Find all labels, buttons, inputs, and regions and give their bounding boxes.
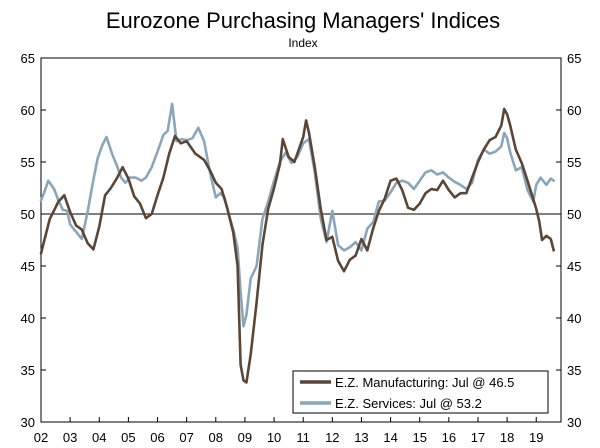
y-tick-label-right: 55: [567, 155, 581, 170]
y-tick-label-right: 35: [567, 363, 581, 378]
x-tick-label: 10: [267, 430, 281, 445]
series-line-services: [39, 102, 556, 328]
x-tick-label: 04: [92, 430, 106, 445]
y-tick-label-right: 45: [567, 259, 581, 274]
x-tick-label: 08: [209, 430, 223, 445]
y-tick-label-left: 60: [21, 103, 35, 118]
x-tick-label: 05: [121, 430, 135, 445]
x-tick-label: 19: [529, 430, 543, 445]
x-tick-label: 07: [179, 430, 193, 445]
y-tick-label-right: 50: [567, 207, 581, 222]
x-tick-label: 03: [63, 430, 77, 445]
x-tick-label: 09: [238, 430, 252, 445]
legend: E.Z. Manufacturing: Jul @ 46.5 E.Z. Serv…: [292, 370, 549, 414]
y-tick-label-right: 40: [567, 311, 581, 326]
x-tick-label: 13: [354, 430, 368, 445]
y-tick-label-left: 40: [21, 311, 35, 326]
y-tick-label-right: 60: [567, 103, 581, 118]
x-tick-label: 02: [34, 430, 48, 445]
x-tick-label: 17: [471, 430, 485, 445]
y-tick-label-left: 45: [21, 259, 35, 274]
series-line-manufacturing: [39, 107, 556, 384]
legend-label-services: E.Z. Services: Jul @ 53.2: [335, 396, 482, 411]
chart-title: Eurozone Purchasing Managers' Indices: [106, 8, 500, 33]
y-tick-label-left: 35: [21, 363, 35, 378]
y-tick-label-left: 55: [21, 155, 35, 170]
y-tick-label-right: 65: [567, 51, 581, 66]
plot-frame: [40, 57, 562, 423]
y-tick-label-left: 30: [21, 415, 35, 430]
x-tick-label: 14: [383, 430, 397, 445]
x-axis-ticks: 02 03 04 05 06 07 08 09 10 11 12 13 14 15 16 17 18 19: [34, 417, 543, 445]
y-tick-label-left: 50: [21, 207, 35, 222]
x-tick-label: 15: [412, 430, 426, 445]
chart-subtitle: Index: [288, 36, 317, 50]
series-group: [39, 102, 556, 384]
y-tick-label-left: 65: [21, 51, 35, 66]
x-tick-label: 12: [325, 430, 339, 445]
legend-box: [292, 370, 549, 414]
y-tick-label-right: 30: [567, 415, 581, 430]
x-tick-label: 18: [500, 430, 514, 445]
x-tick-label: 06: [150, 430, 164, 445]
legend-label-manufacturing: E.Z. Manufacturing: Jul @ 46.5: [335, 375, 514, 390]
x-tick-label: 16: [442, 430, 456, 445]
x-tick-label: 11: [296, 430, 310, 445]
